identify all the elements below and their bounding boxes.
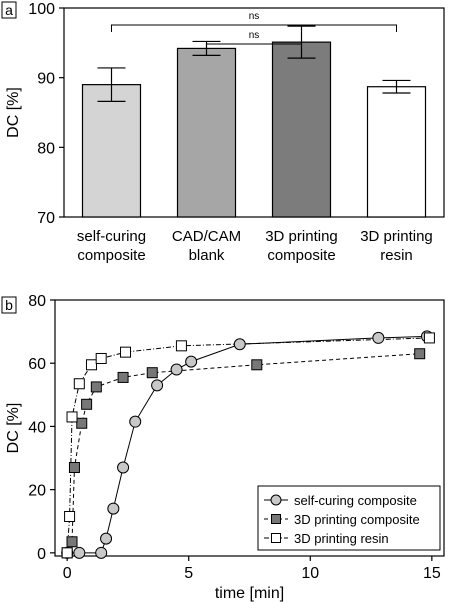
data-point [100,532,113,545]
data-point [85,359,97,371]
panel-label-b: b [5,297,13,313]
legend-box [257,485,441,551]
plot-frame-a [63,7,445,218]
data-point [68,462,80,474]
category-label: blank [189,247,225,264]
y-tick-label-a: 80 [37,140,55,157]
data-point [271,533,281,543]
y-axis-label-a: DC [%] [5,87,22,138]
x-axis-label-b: time [min] [215,585,284,602]
panel-label-box-a [1,1,17,19]
data-point [129,415,142,428]
category-label: CAD/CAM [172,228,241,245]
data-point [185,355,198,368]
series-line [66,353,420,554]
data-point [107,502,120,515]
y-tick-label-a: 100 [28,1,55,18]
panel-b-line-chart: b 0 20 40 60 80 0 5 10 15 DC [%] time [min] self-cur… [1,293,445,602]
legend-label: self-curing composite [294,493,417,508]
data-point [95,352,107,364]
data-point [73,378,85,390]
data-point [95,546,108,559]
y-tick-label-a: 90 [37,71,55,88]
data-point [73,546,86,559]
y-tick-label-b: 20 [28,483,46,500]
bar [81,84,142,218]
significance-bracket [111,24,397,32]
data-point [146,367,158,379]
significance-label: ns [249,11,260,22]
plot-frame-b [54,299,445,557]
data-point [61,547,73,559]
y-tick-label-b: 0 [37,546,46,563]
category-label: composite [267,247,335,264]
category-label: 3D printing [265,228,338,245]
x-tick-label-b: 10 [301,565,319,582]
panel-a-bar-chart: a 70 80 90 100 DC [%] self-curing composite CAD/… [1,1,445,264]
y-tick-label-b: 60 [28,356,46,373]
data-point [117,461,130,474]
panel-label-box-b [1,296,17,314]
bar [271,41,332,218]
data-point [170,363,183,376]
legend-label: 3D printing composite [294,512,420,527]
data-point [90,381,102,393]
data-point [64,510,76,522]
y-tick-label-b: 40 [28,419,46,436]
y-axis-label-b: DC [%] [5,403,22,454]
bar [366,86,427,218]
legend-label: 3D printing resin [294,531,389,546]
data-point [175,340,187,352]
category-label: resin [380,247,413,264]
panel-label-a: a [5,2,13,18]
significance-label: ns [249,30,260,41]
data-point [81,398,93,410]
category-label: self-curing [77,228,146,245]
y-tick-label-a: 70 [37,210,55,227]
data-point [76,417,88,429]
data-point [233,338,246,351]
data-point [270,494,282,506]
data-point [66,536,78,548]
x-tick-label-b: 5 [184,565,193,582]
data-point [423,332,435,344]
data-point [251,359,263,371]
data-point [271,514,281,524]
data-point [117,371,129,383]
x-tick-label-b: 0 [63,565,72,582]
data-point [66,411,78,423]
bar [176,47,237,218]
x-tick-label-b: 15 [423,565,441,582]
data-point [414,348,426,360]
data-point [151,379,164,392]
category-label: composite [77,247,145,264]
data-point [120,346,132,358]
significance-bracket [206,43,302,51]
data-point [372,331,385,344]
y-tick-label-b: 80 [28,293,46,310]
category-label: 3D printing [360,228,433,245]
